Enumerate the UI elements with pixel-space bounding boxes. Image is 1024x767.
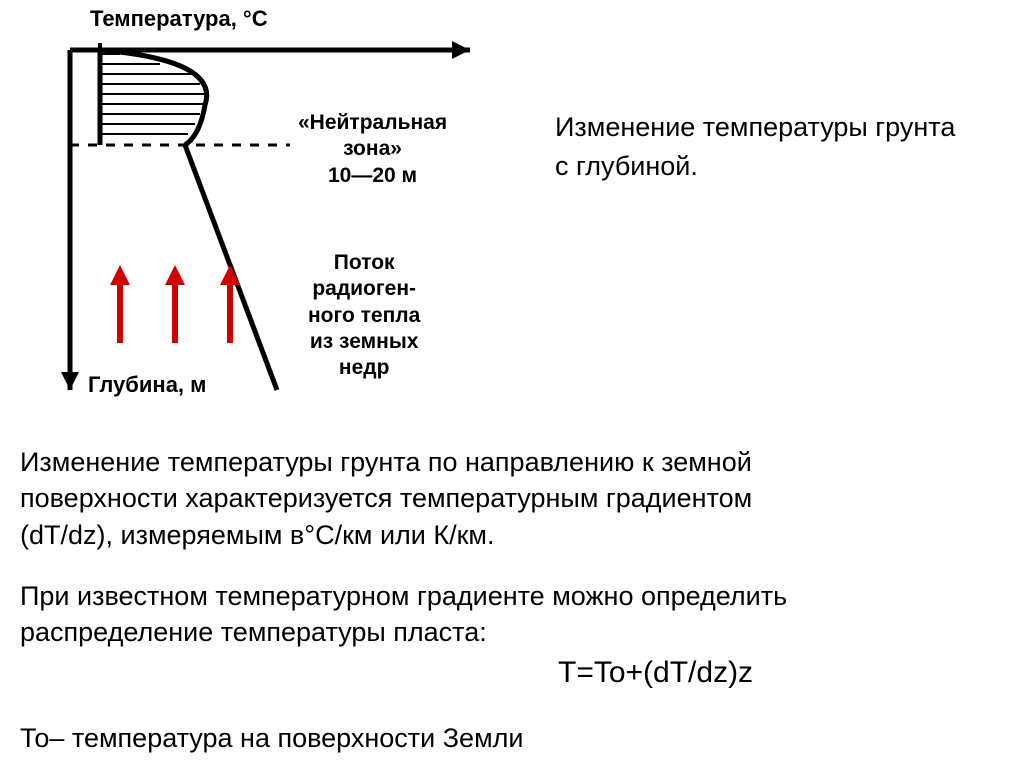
neutral-zone-annotation: «Нейтральная зона» 10—20 м: [298, 110, 447, 189]
y-axis-arrowhead: [61, 372, 79, 390]
formula: T=To+(dT/dz)z: [558, 656, 753, 690]
diagram-container: Температура, °С Глубина, м «Нейтральная …: [20, 10, 530, 410]
x-axis-arrowhead: [452, 41, 470, 59]
title-right-l1: Изменение температуры грунта: [555, 108, 955, 147]
heat-flow-l3: ного тепла: [308, 303, 420, 329]
heat-flow-l2: радиоген-: [308, 276, 420, 302]
neutral-zone-l2: зона»: [298, 136, 447, 162]
heat-flow-annotation: Поток радиоген- ного тепла из земных нед…: [308, 250, 420, 381]
paragraph-2: При известном температурном градиенте мо…: [20, 578, 787, 651]
para1-l2: поверхности характеризуется температурны…: [20, 480, 752, 516]
x-axis-label: Температура, °С: [90, 6, 268, 32]
title-right: Изменение температуры грунта с глубиной.: [555, 108, 955, 186]
title-right-l2: с глубиной.: [555, 147, 955, 186]
paragraph-3: То– температура на поверхности Земли: [20, 720, 523, 756]
y-axis-label: Глубина, м: [88, 372, 206, 398]
para2-l1: При известном температурном градиенте мо…: [20, 578, 787, 614]
para1-l3: (dT/dz), измеряемым в°С/км или К/км.: [20, 517, 752, 553]
para1-l1: Изменение температуры грунта по направле…: [20, 444, 752, 480]
paragraph-1: Изменение температуры грунта по направле…: [20, 444, 752, 553]
para2-l2: распределение температуры пласта:: [20, 614, 787, 650]
neutral-zone-l1: «Нейтральная: [298, 110, 447, 136]
heat-flow-l5: недр: [308, 355, 420, 381]
diagram-svg: [20, 10, 530, 410]
heat-flow-l4: из земных: [308, 329, 420, 355]
neutral-zone-l3: 10—20 м: [298, 163, 447, 189]
heat-flow-l1: Поток: [308, 250, 420, 276]
hatch-group: [100, 54, 205, 134]
para3-l1: То– температура на поверхности Земли: [20, 720, 523, 756]
red-arrows: [110, 265, 240, 343]
